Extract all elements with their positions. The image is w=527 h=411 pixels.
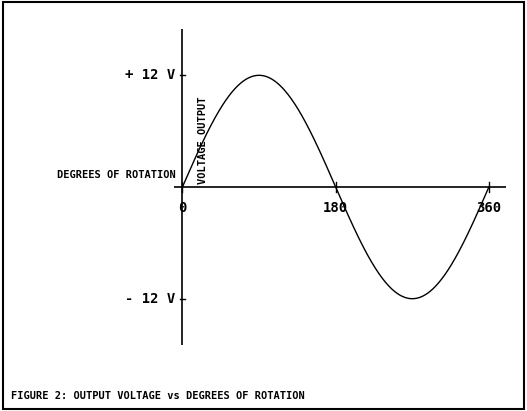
Text: DEGREES OF ROTATION: DEGREES OF ROTATION bbox=[57, 170, 175, 180]
Text: 180: 180 bbox=[323, 201, 348, 215]
Text: VOLTAGE OUTPUT: VOLTAGE OUTPUT bbox=[198, 97, 208, 184]
Text: - 12 V: - 12 V bbox=[125, 292, 175, 306]
Text: + 12 V: + 12 V bbox=[125, 68, 175, 82]
Text: 0: 0 bbox=[178, 201, 187, 215]
Text: FIGURE 2: OUTPUT VOLTAGE vs DEGREES OF ROTATION: FIGURE 2: OUTPUT VOLTAGE vs DEGREES OF R… bbox=[11, 391, 304, 401]
Text: 360: 360 bbox=[476, 201, 502, 215]
